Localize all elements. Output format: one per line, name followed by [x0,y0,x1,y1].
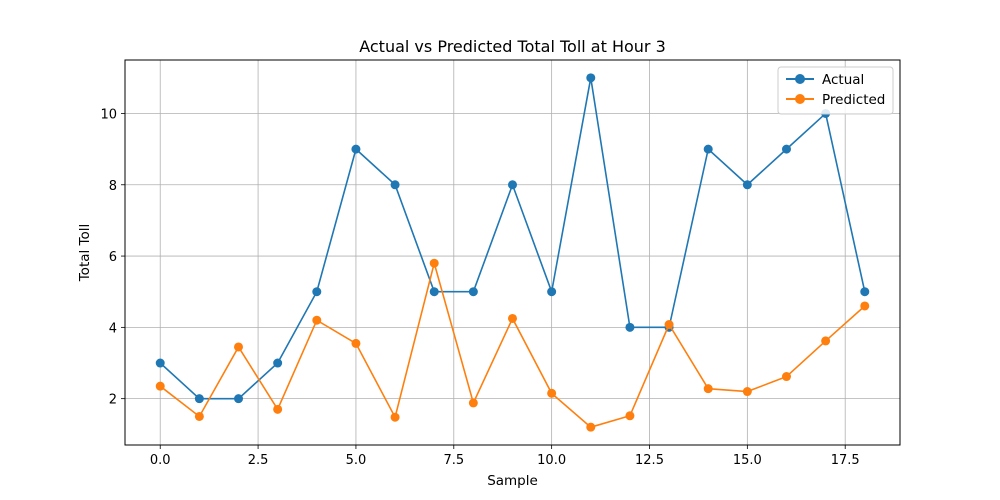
plot-frame [124,59,901,446]
legend: Actual Predicted [777,66,894,115]
y-tick-label: 10 [100,107,117,122]
chart-title: Actual vs Predicted Total Toll at Hour 3 [359,37,666,56]
predicted-point [273,404,283,414]
actual-point [860,287,870,297]
predicted-point [586,422,596,432]
legend-predicted-label: Predicted [822,92,885,108]
legend-actual-label: Actual [822,72,864,88]
actual-point [194,394,204,404]
predicted-series [155,258,870,432]
actual-point [468,287,478,297]
predicted-point [664,320,674,330]
actual-point [586,73,596,83]
data-series [155,73,870,432]
predicted-point [312,315,322,325]
actual-point [351,144,361,154]
actual-point [742,180,752,190]
predicted-point [351,338,361,348]
x-tick-label: 17.5 [831,453,860,468]
actual-point [273,358,283,368]
y-tick-label: 4 [109,321,117,336]
x-tick-label: 0.0 [150,453,171,468]
predicted-point [194,411,204,421]
actual-point [625,322,635,332]
predicted-point [429,258,439,268]
predicted-point [742,387,752,397]
x-axis-ticks: 0.0 2.5 5.0 7.5 10.0 12.5 15.0 17.5 [150,445,860,468]
x-tick-label: 2.5 [248,453,269,468]
predicted-point [703,384,713,394]
y-axis-label: Total Toll [77,224,93,283]
actual-point [781,144,791,154]
actual-point [390,180,400,190]
predicted-point [625,411,635,421]
predicted-point [547,388,557,398]
y-axis-ticks: 2 4 6 8 10 [100,107,125,408]
y-tick-label: 6 [109,250,117,265]
predicted-point [468,398,478,408]
predicted-point [234,342,244,352]
x-tick-label: 10.0 [537,453,566,468]
legend-predicted-marker [795,94,805,104]
actual-point [155,358,165,368]
x-axis-label: Sample [487,473,538,489]
predicted-point [781,372,791,382]
actual-point [312,287,322,297]
legend-actual-marker [795,74,805,84]
actual-point [703,144,713,154]
y-tick-label: 2 [109,393,117,408]
actual-point [234,394,244,404]
predicted-point [860,301,870,311]
y-tick-label: 8 [109,179,117,194]
actual-point [547,287,557,297]
actual-point [508,180,517,190]
predicted-point [390,412,400,422]
x-tick-label: 12.5 [635,453,664,468]
grid-lines [125,60,900,445]
predicted-point [821,336,831,346]
predicted-point [508,313,517,323]
actual-point [429,287,439,297]
predicted-point [155,381,165,391]
x-tick-label: 5.0 [346,453,367,468]
x-tick-label: 7.5 [443,453,464,468]
x-tick-label: 15.0 [733,453,762,468]
